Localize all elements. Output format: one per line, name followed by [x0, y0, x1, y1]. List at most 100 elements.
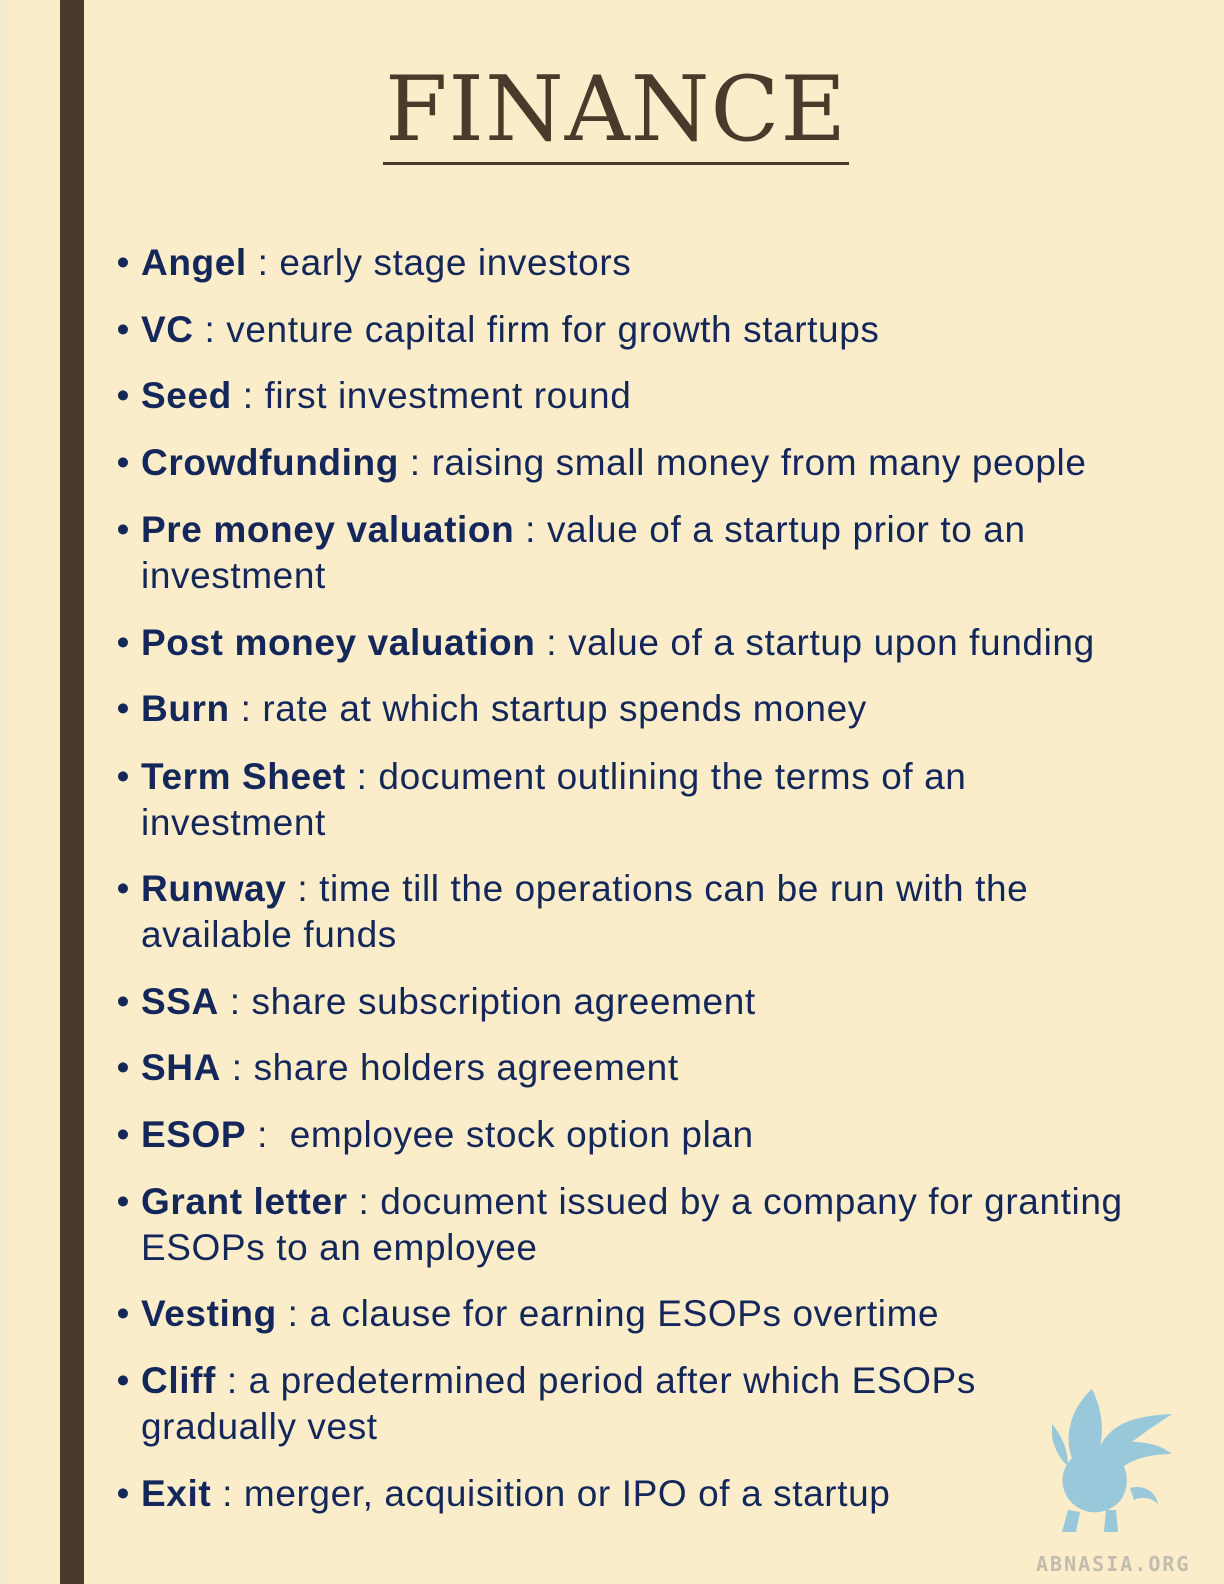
- bullet-icon: •: [116, 1181, 130, 1222]
- term-separator: :: [218, 981, 252, 1022]
- glossary-item: • Pre money valuation : value of a start…: [105, 507, 1125, 599]
- term-separator: :: [345, 756, 379, 797]
- bullet-icon: •: [116, 442, 130, 483]
- glossary-item: • Crowdfunding : raising small money fro…: [105, 440, 1125, 486]
- term-separator: :: [193, 309, 227, 350]
- term-name: VC: [141, 309, 194, 350]
- glossary-item: • Burn : rate at which startup spends mo…: [105, 686, 1125, 732]
- glossary-entry-text: Cliff : a predetermined period after whi…: [141, 1358, 1041, 1450]
- glossary-item: • SSA : share subscription agreement: [105, 979, 1125, 1025]
- term-name: Grant letter: [141, 1181, 348, 1222]
- glossary-entry-text: ESOP : employee stock option plan: [141, 1112, 1125, 1158]
- term-separator: :: [514, 509, 547, 550]
- term-definition: raising small money from many people: [431, 442, 1087, 483]
- page-title: FINANCE: [8, 57, 1224, 165]
- glossary-entry-text: SHA : share holders agreement: [141, 1045, 1125, 1091]
- bullet-icon: •: [116, 375, 130, 416]
- glossary-item: • Post money valuation : value of a star…: [105, 620, 1125, 666]
- decorative-side-bar: [60, 0, 84, 1584]
- glossary-item: • Grant letter : document issued by a co…: [105, 1179, 1125, 1271]
- bullet-icon: •: [116, 756, 130, 797]
- page-title-text: FINANCE: [382, 57, 850, 165]
- term-definition: share holders agreement: [253, 1047, 679, 1088]
- glossary-item: • Exit : merger, acquisition or IPO of a…: [105, 1471, 1125, 1517]
- glossary-entry-text: VC : venture capital firm for growth sta…: [141, 307, 1125, 353]
- term-separator: :: [231, 375, 265, 416]
- logo-text: ABNASIA.ORG: [1036, 1552, 1191, 1576]
- glossary-item: • Term Sheet : document outlining the te…: [105, 754, 1125, 846]
- glossary-entry-text: Crowdfunding : raising small money from …: [141, 440, 1125, 486]
- term-definition: time till the operations can be run with…: [141, 868, 1029, 955]
- term-definition: merger, acquisition or IPO of a startup: [243, 1473, 891, 1514]
- term-separator: :: [347, 1181, 381, 1222]
- glossary-item: • Vesting : a clause for earning ESOPs o…: [105, 1291, 1125, 1337]
- bullet-icon: •: [116, 1047, 130, 1088]
- term-name: Angel: [141, 242, 247, 283]
- bullet-icon: •: [116, 509, 130, 550]
- term-definition: value of a startup prior to an investmen…: [141, 509, 1026, 596]
- document-page: FINANCE • Angel : early stage investors …: [8, 0, 1224, 1584]
- bullet-icon: •: [116, 868, 130, 909]
- term-separator: :: [211, 1473, 244, 1514]
- term-separator: :: [246, 242, 280, 283]
- bullet-icon: •: [116, 1293, 130, 1334]
- term-name: Term Sheet: [141, 756, 346, 797]
- term-definition: employee stock option plan: [289, 1114, 754, 1155]
- bullet-icon: •: [116, 981, 130, 1022]
- term-name: Vesting: [141, 1293, 277, 1334]
- term-separator: :: [398, 442, 432, 483]
- glossary-item: • SHA : share holders agreement: [105, 1045, 1125, 1091]
- term-name: Cliff: [141, 1360, 216, 1401]
- term-name: SSA: [141, 981, 219, 1022]
- glossary-entry-text: Burn : rate at which startup spends mone…: [141, 686, 1125, 732]
- term-separator: :: [276, 1293, 310, 1334]
- term-definition: document outlining the terms of an inves…: [141, 756, 967, 843]
- griffin-logo-icon: [1052, 1389, 1172, 1532]
- glossary-entry-text: Vesting : a clause for earning ESOPs ove…: [141, 1291, 1125, 1337]
- glossary-entry-text: Exit : merger, acquisition or IPO of a s…: [141, 1471, 1125, 1517]
- term-name: Post money valuation: [141, 622, 536, 663]
- term-definition: document issued by a company for grantin…: [141, 1181, 1123, 1268]
- term-separator: :: [229, 688, 263, 729]
- bullet-icon: •: [116, 1114, 130, 1155]
- glossary-item: • Cliff : a predetermined period after w…: [105, 1358, 1125, 1450]
- term-name: ESOP: [141, 1114, 247, 1155]
- term-definition: early stage investors: [279, 242, 632, 283]
- term-name: Crowdfunding: [141, 442, 399, 483]
- term-definition: rate at which startup spends money: [262, 688, 867, 729]
- bullet-icon: •: [116, 1473, 130, 1514]
- bullet-icon: •: [116, 688, 130, 729]
- glossary-entry-text: Angel : early stage investors: [141, 240, 1125, 286]
- glossary-entry-text: Runway : time till the operations can be…: [141, 866, 1125, 958]
- glossary-item: • VC : venture capital firm for growth s…: [105, 307, 1125, 353]
- glossary-item: • Seed : first investment round: [105, 373, 1125, 419]
- term-separator: :: [286, 868, 320, 909]
- term-definition: a predetermined period after which ESOPs…: [141, 1360, 976, 1447]
- term-name: Burn: [141, 688, 230, 729]
- term-name: Runway: [141, 868, 287, 909]
- glossary-entry-text: Grant letter : document issued by a comp…: [141, 1179, 1125, 1271]
- bullet-icon: •: [116, 622, 130, 663]
- term-definition: first investment round: [264, 375, 632, 416]
- term-definition: value of a startup upon funding: [568, 622, 1095, 663]
- bullet-icon: •: [116, 309, 130, 350]
- glossary-entry-text: Term Sheet : document outlining the term…: [141, 754, 1125, 846]
- term-separator: :: [535, 622, 569, 663]
- glossary-item: • Runway : time till the operations can …: [105, 866, 1125, 958]
- glossary-entry-text: Seed : first investment round: [141, 373, 1125, 419]
- term-name: Seed: [141, 375, 232, 416]
- term-separator: :: [215, 1360, 249, 1401]
- term-name: Pre money valuation: [141, 509, 515, 550]
- glossary-entry-text: Pre money valuation : value of a startup…: [141, 507, 1125, 599]
- glossary-item: • Angel : early stage investors: [105, 240, 1125, 286]
- glossary-item: • ESOP : employee stock option plan: [105, 1112, 1125, 1158]
- term-separator: :: [220, 1047, 254, 1088]
- glossary-entry-text: Post money valuation : value of a startu…: [141, 620, 1125, 666]
- term-definition: a clause for earning ESOPs overtime: [309, 1293, 940, 1334]
- term-definition: venture capital firm for growth startups: [226, 309, 880, 350]
- glossary-entry-text: SSA : share subscription agreement: [141, 979, 1125, 1025]
- term-name: Exit: [141, 1473, 212, 1514]
- term-separator: :: [246, 1114, 290, 1155]
- bullet-icon: •: [116, 242, 130, 283]
- term-name: SHA: [141, 1047, 221, 1088]
